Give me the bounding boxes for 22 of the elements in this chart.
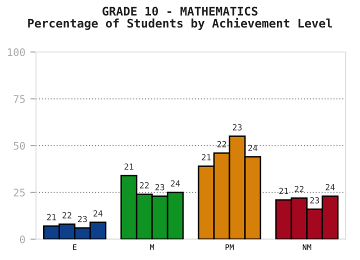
y-tick-label: 25 xyxy=(14,188,25,197)
series-label: 23 xyxy=(155,184,164,190)
text: 23 xyxy=(78,216,87,222)
text: 23 xyxy=(232,124,242,130)
text: 22 xyxy=(217,141,226,148)
y-tick-label: 50 xyxy=(14,142,25,150)
y-tick-label: 0 xyxy=(20,235,25,244)
chart-title: GRADE 10 - MATHEMATICS Percentage of Students by Achievement Level xyxy=(28,6,332,30)
series-label: 21 xyxy=(279,188,288,194)
text: 22 xyxy=(62,212,72,218)
text: 22 xyxy=(140,182,149,188)
text: 24 xyxy=(248,144,258,151)
text: 21 xyxy=(124,163,134,170)
text: 21 xyxy=(47,214,56,220)
text: 24 xyxy=(326,184,335,190)
text: 23 xyxy=(310,197,320,204)
text: 21 xyxy=(202,154,211,160)
series-label: 22 xyxy=(294,186,304,192)
y-tick-label: 100 xyxy=(8,48,25,56)
series-label: 24 xyxy=(94,210,103,216)
text: 24 xyxy=(170,180,180,186)
y-tick-label: 75 xyxy=(14,95,25,103)
